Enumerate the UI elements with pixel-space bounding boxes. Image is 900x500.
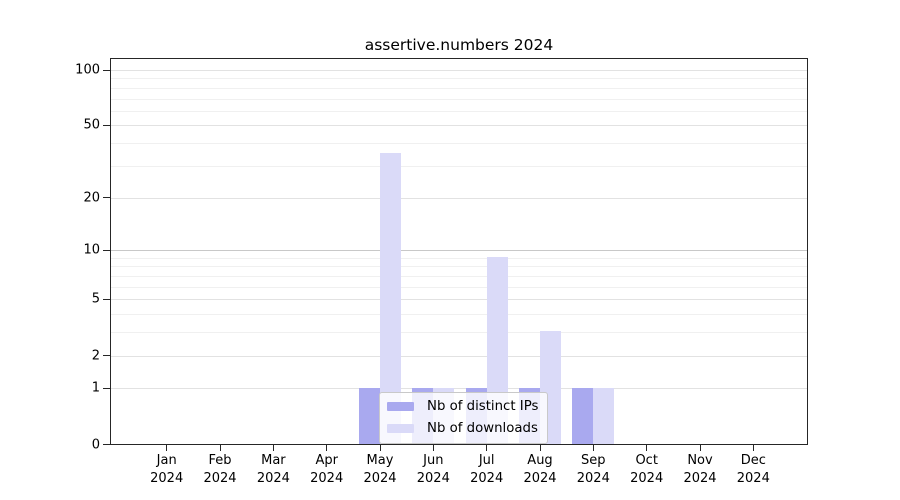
x-tick-label: Apr 2024 [310, 453, 344, 486]
x-tick-mark [272, 445, 274, 451]
x-tick-mark [379, 445, 381, 451]
y-tick-mark [103, 69, 110, 71]
x-tick-label: Feb 2024 [203, 453, 237, 486]
legend-item-distinct-ips: Nb of distinct IPs [387, 397, 538, 416]
x-tick-label: Jan 2024 [150, 453, 184, 486]
y-tick-label: 5 [91, 291, 100, 307]
y-tick-mark [103, 444, 110, 446]
y-gridline [111, 87, 807, 89]
y-gridline [111, 110, 807, 112]
x-tick-mark [432, 445, 434, 451]
bar-downloads [380, 153, 401, 444]
y-gridline [111, 143, 807, 145]
x-tick-mark [752, 445, 754, 451]
y-gridline [111, 355, 807, 357]
x-tick-label: Aug 2024 [523, 453, 557, 486]
y-gridline [111, 250, 807, 251]
x-tick-label: Nov 2024 [683, 453, 717, 486]
y-gridline [111, 332, 807, 334]
x-tick-mark [699, 445, 701, 451]
legend-label-distinct-ips: Nb of distinct IPs [427, 399, 539, 414]
bar-downloads [593, 387, 615, 444]
y-gridline [111, 70, 807, 71]
y-tick-label: 20 [83, 190, 100, 205]
x-tick-label: Mar 2024 [256, 453, 290, 486]
y-tick-label: 1 [91, 380, 100, 396]
x-tick-label: May 2024 [363, 453, 397, 486]
x-tick-mark [592, 445, 594, 451]
x-tick-mark [486, 445, 488, 451]
y-tick-mark [103, 124, 110, 126]
x-tick-label: Oct 2024 [630, 453, 664, 486]
x-tick-mark [539, 445, 541, 451]
y-tick-mark [103, 387, 110, 389]
y-tick-label: 100 [75, 62, 100, 78]
x-tick-label: Dec 2024 [736, 453, 770, 486]
x-tick-mark [326, 445, 328, 451]
y-tick-mark [103, 298, 110, 300]
y-tick-mark [103, 197, 110, 198]
y-gridline [111, 286, 807, 288]
y-gridline [111, 314, 807, 315]
x-tick-mark [219, 445, 221, 451]
legend-item-downloads: Nb of downloads [387, 419, 538, 438]
y-gridline [111, 78, 807, 80]
y-tick-label: 2 [91, 348, 100, 363]
x-tick-label: Jul 2024 [470, 453, 504, 486]
y-tick-mark [103, 355, 110, 356]
y-gridline [111, 257, 807, 259]
y-tick-label: 50 [83, 117, 100, 133]
bar-distinct-ips [359, 387, 380, 444]
legend-swatch-distinct-ips-icon [387, 402, 414, 411]
plot-area [110, 58, 808, 445]
x-tick-label: Sep 2024 [576, 453, 610, 486]
x-tick-mark [166, 445, 168, 451]
legend-swatch-downloads-icon [387, 424, 414, 433]
y-gridline [111, 275, 807, 277]
legend: Nb of distinct IPs Nb of downloads [379, 392, 549, 444]
x-tick-mark [646, 445, 648, 451]
y-gridline [111, 388, 807, 390]
bar-distinct-ips [572, 387, 594, 444]
y-gridline [111, 125, 807, 127]
y-tick-label: 10 [83, 242, 100, 258]
y-gridline [111, 98, 807, 100]
y-tick-label: 0 [91, 437, 100, 453]
y-gridline [111, 299, 807, 301]
x-tick-label: Jun 2024 [416, 453, 450, 486]
legend-label-downloads: Nb of downloads [427, 421, 538, 436]
chart-title: assertive.numbers 2024 [364, 36, 554, 54]
y-gridline [111, 197, 807, 199]
y-tick-mark [103, 249, 110, 251]
y-gridline [111, 165, 807, 167]
y-gridline [111, 266, 807, 268]
